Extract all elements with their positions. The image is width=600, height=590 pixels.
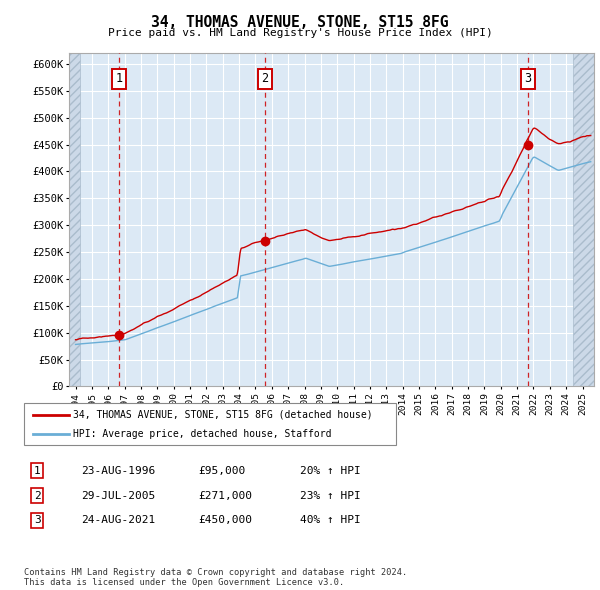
Text: 24-AUG-2021: 24-AUG-2021 bbox=[81, 516, 155, 525]
Text: £95,000: £95,000 bbox=[198, 466, 245, 476]
Text: 23% ↑ HPI: 23% ↑ HPI bbox=[300, 491, 361, 500]
Text: Price paid vs. HM Land Registry's House Price Index (HPI): Price paid vs. HM Land Registry's House … bbox=[107, 28, 493, 38]
Text: HPI: Average price, detached house, Stafford: HPI: Average price, detached house, Staf… bbox=[73, 428, 332, 438]
Text: 20% ↑ HPI: 20% ↑ HPI bbox=[300, 466, 361, 476]
Bar bbox=[69, 53, 80, 386]
Text: 29-JUL-2005: 29-JUL-2005 bbox=[81, 491, 155, 500]
Text: 1: 1 bbox=[34, 466, 41, 476]
Text: 34, THOMAS AVENUE, STONE, ST15 8FG (detached house): 34, THOMAS AVENUE, STONE, ST15 8FG (deta… bbox=[73, 410, 373, 420]
Text: £450,000: £450,000 bbox=[198, 516, 252, 525]
Text: 1: 1 bbox=[115, 73, 122, 86]
Bar bbox=[573, 53, 594, 386]
Text: 34, THOMAS AVENUE, STONE, ST15 8FG: 34, THOMAS AVENUE, STONE, ST15 8FG bbox=[151, 15, 449, 30]
Text: Contains HM Land Registry data © Crown copyright and database right 2024.
This d: Contains HM Land Registry data © Crown c… bbox=[24, 568, 407, 587]
Text: 40% ↑ HPI: 40% ↑ HPI bbox=[300, 516, 361, 525]
Text: 2: 2 bbox=[34, 491, 41, 500]
Text: 23-AUG-1996: 23-AUG-1996 bbox=[81, 466, 155, 476]
Text: 3: 3 bbox=[34, 516, 41, 525]
Text: 2: 2 bbox=[261, 73, 268, 86]
Text: 3: 3 bbox=[524, 73, 532, 86]
Text: £271,000: £271,000 bbox=[198, 491, 252, 500]
